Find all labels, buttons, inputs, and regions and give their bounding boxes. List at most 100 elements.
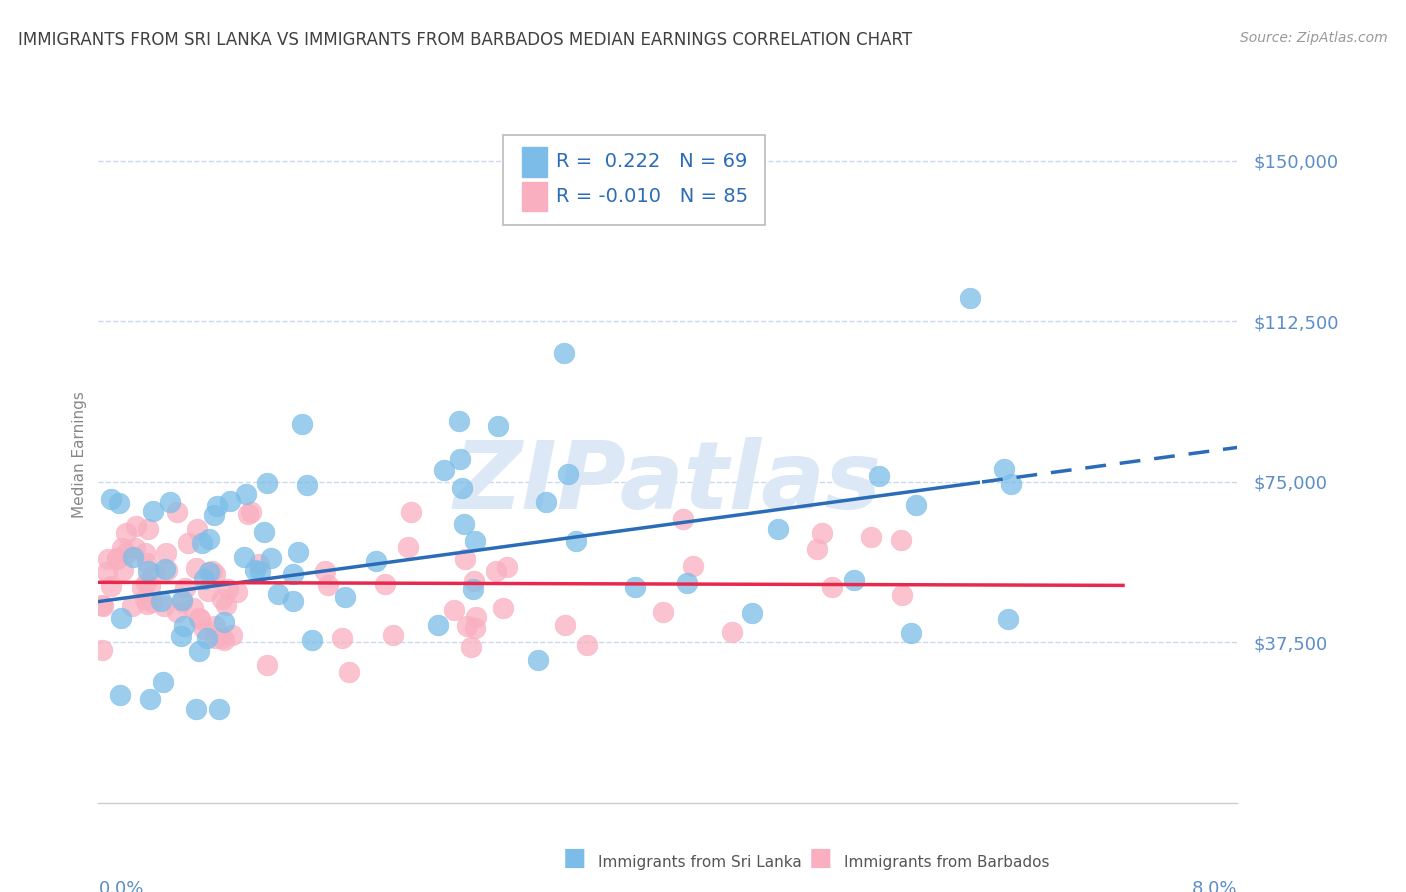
Point — [134, 545, 156, 559]
Point — [177, 536, 200, 550]
Point — [125, 519, 148, 533]
Point — [159, 494, 181, 508]
Point — [426, 617, 449, 632]
Point — [454, 551, 477, 566]
Point — [195, 631, 218, 645]
Point — [534, 495, 557, 509]
Point — [139, 579, 162, 593]
Point — [900, 626, 922, 640]
Point — [682, 558, 704, 573]
Text: ZIPatlas: ZIPatlas — [454, 437, 882, 529]
Point — [492, 601, 515, 615]
Point — [396, 540, 419, 554]
Point — [166, 605, 188, 619]
Point — [253, 525, 276, 540]
Point — [174, 581, 197, 595]
Point — [204, 619, 226, 633]
Point — [188, 612, 211, 626]
Point — [247, 557, 270, 571]
Point — [721, 625, 744, 640]
Point — [181, 600, 204, 615]
Point — [890, 588, 912, 602]
Point — [153, 562, 176, 576]
Point — [456, 619, 478, 633]
Point — [186, 522, 208, 536]
Point — [211, 631, 233, 645]
Point — [110, 611, 132, 625]
Point — [221, 627, 243, 641]
Point — [485, 564, 508, 578]
Point — [122, 550, 145, 565]
Point — [170, 629, 193, 643]
Text: Immigrants from Sri Lanka: Immigrants from Sri Lanka — [598, 855, 801, 870]
Point — [121, 599, 143, 613]
Point — [238, 507, 260, 521]
Point — [215, 599, 238, 613]
Point — [314, 564, 336, 578]
Text: Immigrants from Barbados: Immigrants from Barbados — [844, 855, 1049, 870]
Point — [193, 622, 215, 636]
Point — [197, 565, 219, 579]
Text: 8.0%: 8.0% — [1192, 880, 1237, 892]
Point — [226, 585, 249, 599]
Point — [553, 346, 575, 360]
Point — [433, 463, 456, 477]
Point — [297, 477, 319, 491]
Text: Source: ZipAtlas.com: Source: ZipAtlas.com — [1240, 31, 1388, 45]
Point — [100, 492, 122, 507]
Point — [208, 701, 231, 715]
Point — [443, 603, 465, 617]
Bar — [522, 182, 547, 211]
Point — [526, 653, 548, 667]
Point — [283, 594, 305, 608]
Point — [890, 533, 912, 547]
Point — [186, 560, 208, 574]
Point — [155, 546, 177, 560]
Point — [205, 499, 228, 513]
Point — [131, 581, 153, 595]
Point — [997, 612, 1019, 626]
Point — [105, 550, 128, 565]
Point — [152, 675, 174, 690]
Point — [301, 633, 323, 648]
Point — [333, 590, 356, 604]
Point — [267, 587, 290, 601]
Text: R = -0.010   N = 85: R = -0.010 N = 85 — [557, 186, 748, 205]
Point — [287, 545, 309, 559]
Point — [859, 530, 882, 544]
Point — [463, 574, 485, 588]
Point — [235, 487, 257, 501]
Point — [820, 580, 842, 594]
Point — [135, 557, 157, 571]
Point — [218, 494, 240, 508]
Point — [993, 462, 1015, 476]
Point — [115, 546, 138, 560]
Point — [554, 617, 576, 632]
Point — [766, 521, 789, 535]
Point — [173, 619, 195, 633]
Point — [204, 631, 226, 645]
Y-axis label: Median Earnings: Median Earnings — [72, 392, 87, 518]
Point — [1000, 477, 1022, 491]
FancyBboxPatch shape — [503, 135, 765, 226]
Point — [108, 496, 131, 510]
Text: ■: ■ — [808, 846, 832, 870]
Point — [136, 564, 159, 578]
Point — [136, 598, 159, 612]
Point — [464, 621, 486, 635]
Point — [91, 643, 114, 657]
Point — [811, 525, 834, 540]
Point — [575, 638, 598, 652]
Point — [142, 504, 165, 518]
Point — [239, 505, 262, 519]
Point — [191, 535, 214, 549]
Point — [337, 665, 360, 679]
Point — [330, 631, 353, 645]
Point — [283, 566, 305, 581]
Point — [124, 541, 146, 555]
Point — [959, 291, 981, 305]
Point — [232, 550, 254, 565]
Point — [184, 701, 207, 715]
Point — [381, 628, 404, 642]
Point — [453, 516, 475, 531]
